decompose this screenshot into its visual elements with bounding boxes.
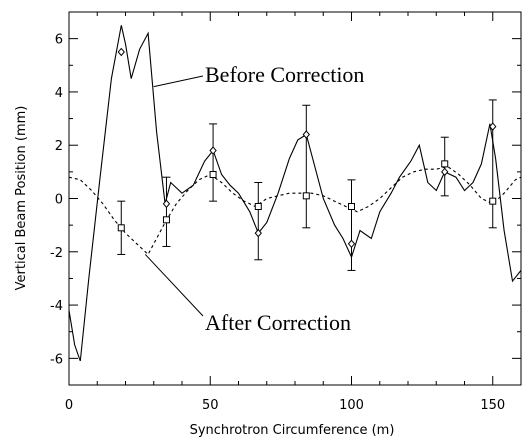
y-tick-label: 6 (55, 33, 63, 48)
annotation-before-correction: Before Correction (205, 62, 364, 87)
after-correction-marker (254, 202, 262, 210)
after-correction-marker (209, 171, 217, 179)
after-correction-marker (117, 224, 125, 232)
series-layer (68, 25, 522, 362)
after-correction-marker (441, 160, 449, 168)
x-tick-label: 0 (65, 398, 73, 413)
axis-tick-labels: 0 50 100 150 -6 -4 -2 0 2 4 6 (50, 33, 505, 413)
after-correction-marker (348, 202, 355, 210)
after-correction-leader (144, 254, 204, 317)
before-correction-marker (302, 130, 310, 139)
x-axis-label: Synchrotron Circumference (m) (190, 423, 395, 438)
before-correction-marker (441, 167, 449, 177)
error-bars (117, 99, 497, 271)
before-correction-line (68, 25, 522, 362)
y-axis-label: Vertical Beam Position (mm) (14, 106, 29, 291)
after-correction-marker (302, 192, 310, 200)
after-correction-marker (489, 197, 497, 205)
y-tick-label: 2 (55, 139, 63, 154)
before-correction-marker (254, 228, 262, 238)
before-correction-leader (153, 75, 204, 88)
axis-ticks (68, 11, 522, 386)
markers (117, 47, 497, 249)
before-correction-marker (209, 146, 217, 155)
after-correction-marker (162, 216, 170, 224)
before-correction-marker (162, 199, 171, 209)
y-tick-label: -4 (50, 299, 63, 314)
after-correction-line (68, 165, 522, 256)
x-tick-label: 50 (202, 398, 219, 413)
before-correction-marker (117, 47, 125, 57)
annotation-after-correction: After Correction (205, 310, 351, 335)
x-tick-label: 150 (480, 398, 505, 413)
y-tick-label: 4 (55, 86, 63, 101)
y-tick-label: -2 (50, 246, 63, 261)
y-tick-label: -6 (50, 352, 63, 367)
y-tick-label: 0 (55, 193, 63, 208)
before-correction-marker (347, 239, 356, 249)
before-correction-marker (489, 122, 497, 131)
x-tick-label: 100 (339, 398, 364, 413)
